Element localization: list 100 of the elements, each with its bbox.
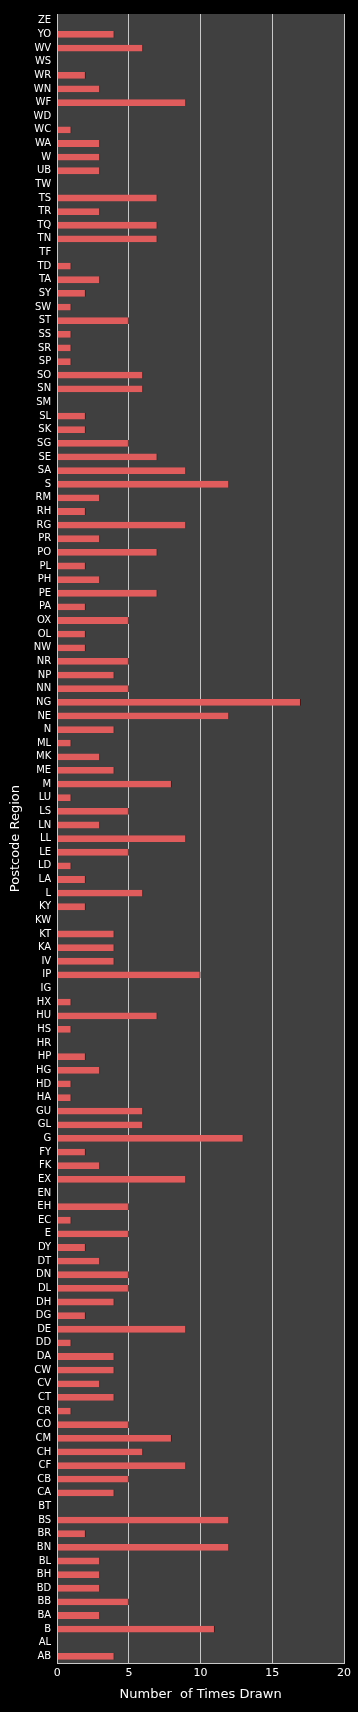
y-tick-label: SM [36,396,52,408]
y-tick-label: TW [34,177,52,189]
y-tick-label: HD [35,1077,52,1089]
y-tick-label: BS [38,1513,52,1525]
y-tick-label: M [42,777,52,789]
y-tick-label: G [43,1132,52,1144]
y-tick-label: PE [38,586,52,598]
y-tick-label: GL [37,1118,52,1130]
y-tick-label: E [44,1227,52,1239]
y-tick-label: GU [36,1104,52,1116]
y-tick-label: DA [36,1350,52,1362]
y-tick-label: WV [34,41,52,53]
y-tick-label: CV [37,1377,52,1389]
y-tick-label: SP [38,355,52,367]
y-tick-label: DH [35,1295,52,1307]
y-tick-label: CA [37,1486,52,1498]
y-tick-label: KY [38,900,53,912]
y-tick-label: CO [36,1418,52,1430]
y-tick-label: BR [37,1527,52,1539]
y-tick-label: KW [35,913,52,925]
y-tick-label: OL [37,627,52,639]
y-tick-label: B [44,1622,52,1634]
y-tick-label: ME [36,764,52,776]
y-tick-label: DT [37,1254,53,1266]
y-tick-label: FK [38,1159,52,1171]
y-tick-label: RG [36,518,52,530]
y-tick-label: IG [40,982,52,994]
y-tick-label: W [41,150,52,162]
y-tick-label: BD [36,1581,52,1593]
y-tick-label: L [45,886,52,898]
y-tick-label: BL [38,1554,52,1566]
y-tick-label: LN [38,818,52,830]
y-tick-label: LA [38,873,52,885]
x-tick-label: 10 [193,1665,208,1679]
y-tick-label: LD [37,859,52,871]
y-tick-label: CM [35,1431,52,1443]
y-tick-label: EH [37,1200,52,1212]
y-tick-label: LU [38,791,52,803]
y-tick-label: IP [42,968,52,980]
y-tick-label: S [44,477,52,489]
y-tick-label: LL [40,832,52,844]
y-tick-label: CR [37,1404,52,1416]
x-tick-label: 15 [265,1665,280,1679]
y-tick-label: IV [41,954,52,966]
y-tick-label: DY [37,1241,53,1253]
y-tick-label: EN [37,1186,52,1198]
x-tick-label: 5 [125,1665,133,1679]
y-tick-label: UB [37,164,52,176]
y-tick-label: PH [37,573,52,585]
y-tick-label: MK [36,750,52,762]
y-tick-label: CT [38,1391,53,1403]
y-tick-label: NW [33,641,52,653]
y-tick-label: LS [39,804,52,816]
y-tick-label: HP [37,1050,52,1062]
y-tick-label: FY [39,1145,53,1157]
y-tick-label: BN [36,1540,52,1552]
y-tick-label: DD [35,1336,52,1348]
y-tick-label: NE [37,709,52,721]
x-axis-title: Number of Times Drawn [119,1685,282,1701]
y-tick-label: CW [34,1363,52,1375]
y-tick-label: TS [37,191,52,203]
y-tick-label: DL [37,1281,52,1293]
y-tick-label: SY [38,287,53,298]
y-tick-label: SR [37,341,52,353]
y-tick-label: HA [36,1091,52,1103]
y-tick-label: WS [34,55,52,67]
y-tick-label: PO [37,545,52,557]
y-tick-label: KA [37,941,52,953]
y-tick-label: CF [38,1459,52,1471]
y-tick-label: SA [37,464,52,476]
y-tick-label: HX [36,995,52,1007]
y-tick-label: BT [38,1500,53,1512]
y-tick-label: SW [34,300,52,312]
y-tick-label: HU [36,1009,52,1021]
y-tick-label: PL [39,559,52,571]
y-tick-label: DN [36,1268,52,1280]
y-tick-label: EC [37,1213,52,1225]
y-tick-label: TA [38,273,52,285]
y-tick-label: NR [36,655,52,667]
y-tick-label: NP [37,668,52,680]
y-tick-label: DE [37,1322,52,1334]
y-tick-label: HS [37,1023,52,1035]
y-tick-label: EX [38,1172,52,1184]
y-tick-label: RM [35,491,52,503]
x-tick-label: 20 [337,1665,351,1679]
y-tick-label: WR [34,68,52,80]
y-tick-label: SN [37,382,52,394]
y-tick-label: NN [36,682,52,694]
y-tick-label: KT [39,927,53,939]
y-tick-label: DG [35,1309,52,1321]
y-tick-label: PR [38,532,52,544]
y-tick-label: LE [39,845,52,857]
y-tick-label: SE [38,450,52,462]
y-tick-label: WD [33,109,52,121]
y-tick-label: AL [38,1636,52,1648]
y-tick-label: SO [36,368,52,380]
y-tick-label: OX [37,614,52,626]
y-tick-label: TQ [36,218,52,230]
y-tick-label: WF [35,96,52,108]
y-tick-label: SL [39,409,52,421]
